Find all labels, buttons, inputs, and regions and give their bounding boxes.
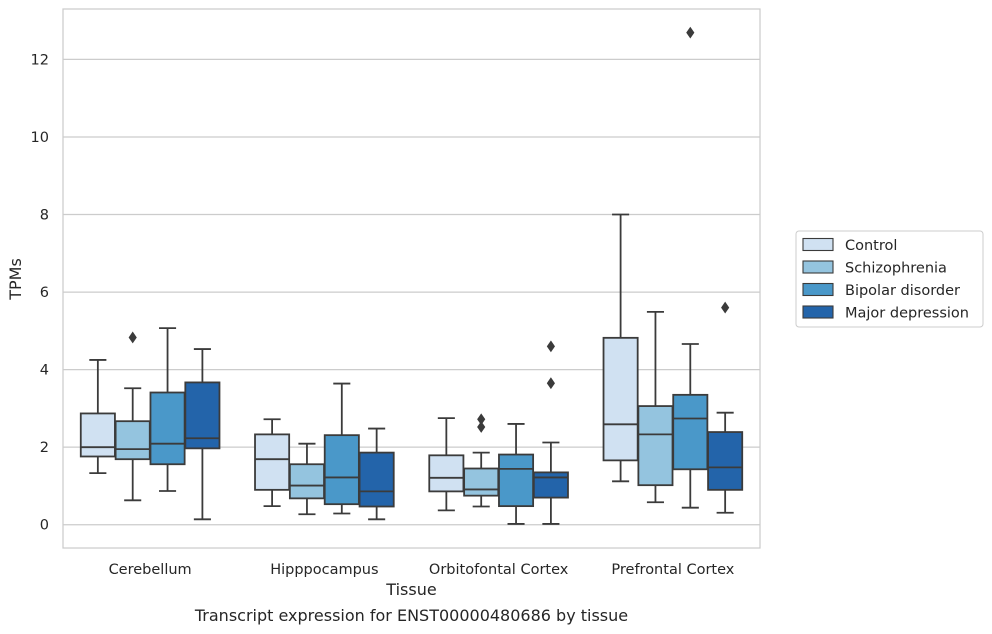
legend: Control Schizophrenia Bipolar disorder Majo… <box>795 230 984 328</box>
outlier-point <box>128 331 137 344</box>
outlier-point <box>477 421 486 433</box>
outlier-point <box>721 301 730 314</box>
legend-label: Control <box>845 238 897 254</box>
legend-swatch <box>802 305 834 319</box>
box-iqr <box>672 393 709 471</box>
legend-label: Schizophrenia <box>845 261 947 277</box>
box-iqr <box>358 451 395 508</box>
box-iqr <box>532 471 569 499</box>
box-iqr <box>463 467 500 497</box>
box-control <box>602 213 639 483</box>
y-tick-label: 6 <box>40 285 49 301</box>
y-tick-label: 10 <box>31 130 49 146</box>
legend-label: Bipolar disorder <box>845 283 960 299</box>
box-schizophrenia <box>288 442 325 516</box>
outlier-point <box>686 26 695 39</box>
plot-area-frame <box>62 8 761 549</box>
box-iqr <box>149 391 186 466</box>
box-iqr <box>184 381 221 450</box>
y-tick-label: 8 <box>40 208 49 224</box>
legend-frame <box>795 230 984 328</box>
box-major-depression <box>532 340 569 525</box>
x-tick-label: Prefrontal Cortex <box>611 562 734 578</box>
legend-swatch <box>802 282 834 297</box>
y-axis-ticks: 0 2 4 6 8 10 12 <box>31 52 49 533</box>
box-schizophrenia <box>637 310 674 504</box>
box-iqr <box>114 420 151 461</box>
box-control <box>254 418 291 508</box>
x-axis-ticks: Cerebellum Hipppocampus Orbitofontal Corte… <box>109 562 735 578</box>
box-iqr <box>254 433 291 491</box>
y-tick-label: 0 <box>40 518 49 534</box>
chart-caption: Transcript expression for ENST0000048068… <box>194 606 628 625</box>
box-iqr <box>637 405 674 487</box>
legend-label: Major depression <box>845 306 969 322</box>
box-iqr <box>323 434 360 506</box>
x-tick-label: Hipppocampus <box>270 562 378 578</box>
box-iqr <box>602 336 639 462</box>
box-schizophrenia <box>114 331 151 502</box>
outlier-point <box>546 377 555 390</box>
box-major-depression <box>707 301 744 514</box>
legend-swatch <box>802 237 834 252</box>
x-tick-label: Orbitofontal Cortex <box>429 562 569 578</box>
box-iqr <box>428 454 465 493</box>
outlier-point <box>546 340 555 353</box>
box-major-depression <box>184 348 221 521</box>
y-tick-label: 2 <box>40 440 49 456</box>
box-iqr <box>498 453 535 508</box>
outlier-point <box>477 413 486 426</box>
y-tick-label: 4 <box>40 363 49 379</box>
box-iqr <box>288 463 325 500</box>
box-iqr <box>707 431 744 491</box>
box-iqr <box>79 412 116 458</box>
box-major-depression <box>358 427 395 521</box>
x-tick-label: Cerebellum <box>109 562 192 578</box>
x-axis-label: Tissue <box>385 580 436 599</box>
y-tick-label: 12 <box>31 52 49 68</box>
box-bipolar-disorder <box>323 382 360 515</box>
box-bipolar-disorder <box>672 26 709 509</box>
legend-swatch <box>802 260 834 274</box>
box-groups <box>79 26 744 525</box>
box-bipolar-disorder <box>498 423 535 525</box>
y-axis-label: TPMs <box>6 258 25 301</box>
